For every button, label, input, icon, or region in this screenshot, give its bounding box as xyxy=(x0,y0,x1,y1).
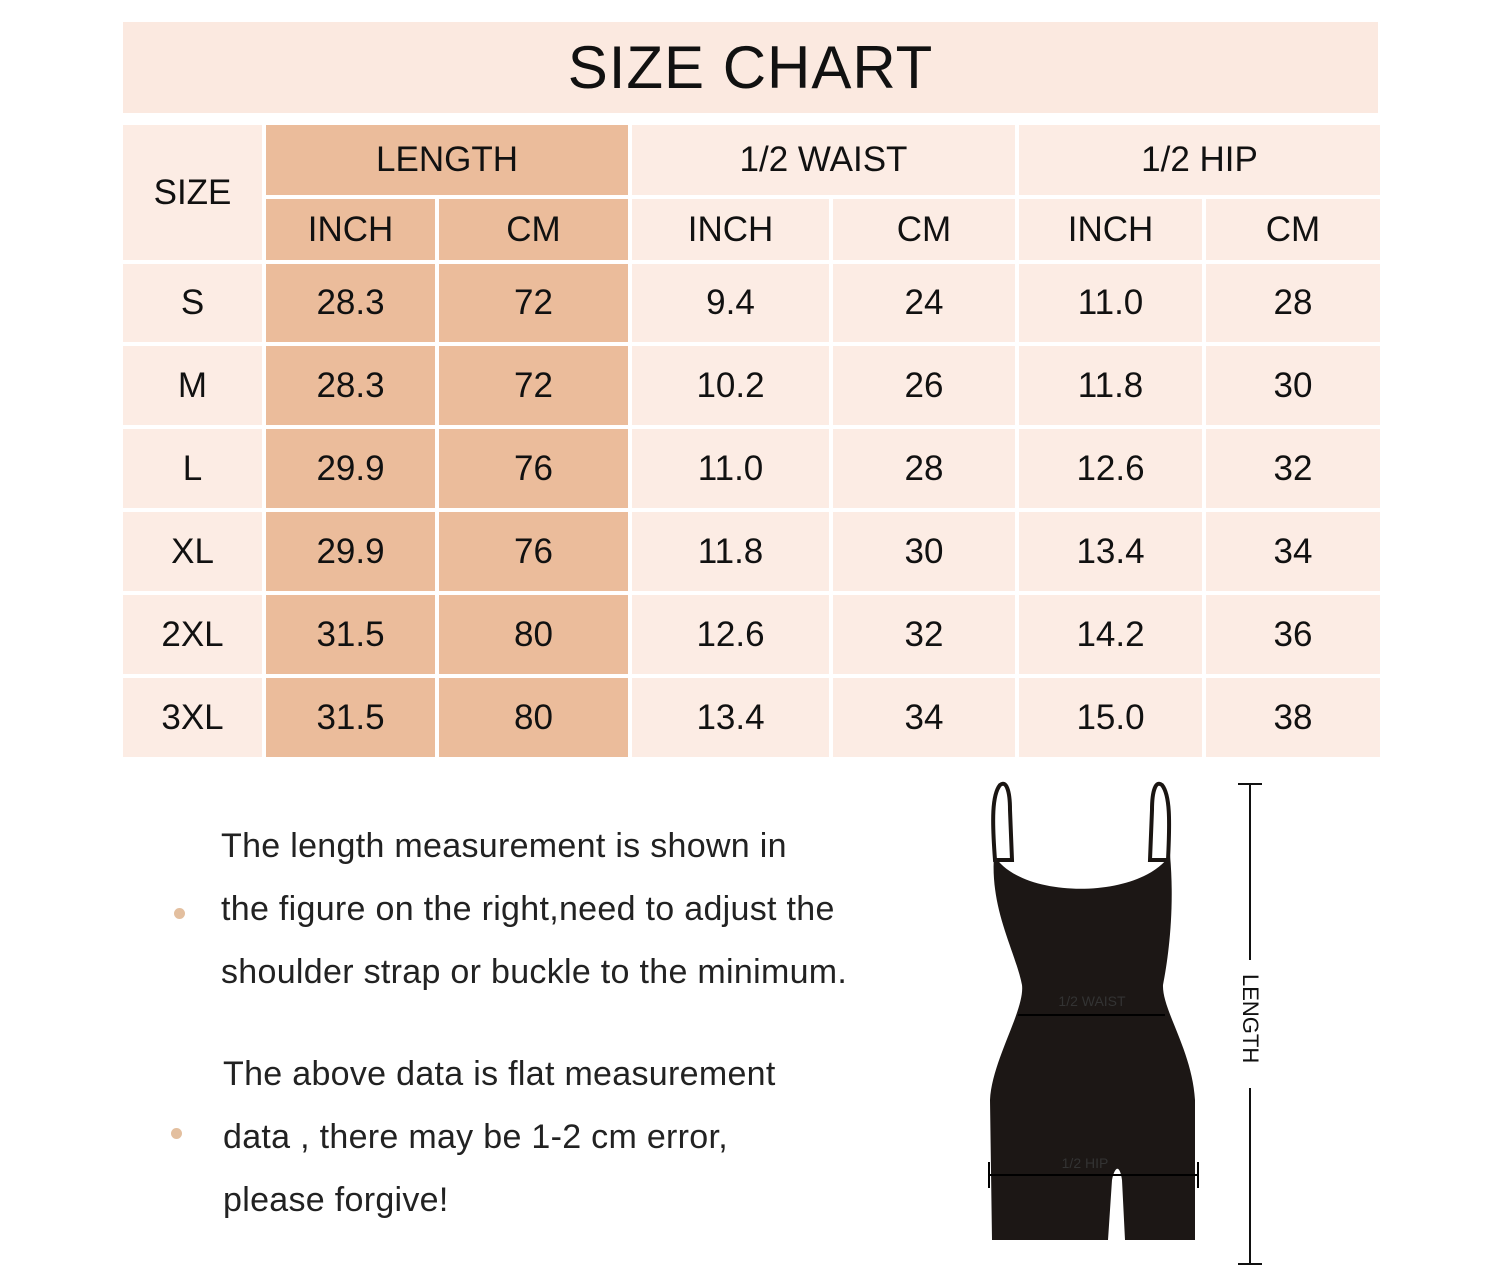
group-header: 1/2 WAIST xyxy=(632,125,1015,195)
unit-header: INCH xyxy=(632,199,829,260)
table-cell: 72 xyxy=(439,264,628,342)
table-cell: 14.2 xyxy=(1019,595,1202,674)
unit-header: CM xyxy=(833,199,1015,260)
size-label: XL xyxy=(123,512,262,591)
unit-header: CM xyxy=(439,199,628,260)
size-label: L xyxy=(123,429,262,508)
length-label: LENGTH xyxy=(1238,974,1263,1063)
table-cell: 11.0 xyxy=(632,429,829,508)
size-label: 2XL xyxy=(123,595,262,674)
table-cell: 34 xyxy=(833,678,1015,757)
note-line: The above data is flat measurement xyxy=(223,1055,776,1093)
table-cell: 34 xyxy=(1206,512,1380,591)
table-cell: 15.0 xyxy=(1019,678,1202,757)
table-cell: 31.5 xyxy=(266,595,435,674)
size-label: 3XL xyxy=(123,678,262,757)
table-cell: 38 xyxy=(1206,678,1380,757)
table-cell: 32 xyxy=(1206,429,1380,508)
table-cell: 13.4 xyxy=(632,678,829,757)
note-1: The length measurement is shown in the f… xyxy=(221,815,847,1004)
table-cell: 28.3 xyxy=(266,264,435,342)
table-cell: 28 xyxy=(833,429,1015,508)
size-table: SIZE LENGTH 1/2 WAIST 1/2 HIP INCH CM INCH CM IN… xyxy=(123,125,1380,761)
table-cell: 76 xyxy=(439,429,628,508)
note-line: data , there may be 1-2 cm error, xyxy=(223,1118,729,1156)
table-cell: 29.9 xyxy=(266,429,435,508)
table-cell: 11.8 xyxy=(1019,346,1202,425)
unit-header: CM xyxy=(1206,199,1380,260)
note-line: The length measurement is shown in xyxy=(221,827,787,865)
table-cell: 11.0 xyxy=(1019,264,1202,342)
bodysuit-illustration: 1/2 WAIST 1/2 HIP xyxy=(988,781,1199,1240)
table-cell: 30 xyxy=(833,512,1015,591)
table-cell: 80 xyxy=(439,595,628,674)
table-cell: 9.4 xyxy=(632,264,829,342)
bullet-dot xyxy=(174,908,185,919)
size-label: S xyxy=(123,264,262,342)
table-cell: 12.6 xyxy=(1019,429,1202,508)
group-header: LENGTH xyxy=(266,125,628,195)
table-cell: 28.3 xyxy=(266,346,435,425)
group-header: 1/2 HIP xyxy=(1019,125,1380,195)
note-line: please forgive! xyxy=(223,1181,449,1219)
title-band: SIZE CHART xyxy=(123,22,1378,113)
table-cell: 36 xyxy=(1206,595,1380,674)
table-cell: 13.4 xyxy=(1019,512,1202,591)
table-cell: 29.9 xyxy=(266,512,435,591)
table-cell: 31.5 xyxy=(266,678,435,757)
unit-header: INCH xyxy=(266,199,435,260)
page-title: SIZE CHART xyxy=(567,34,934,101)
bullet-dot xyxy=(171,1128,182,1139)
table-cell: 30 xyxy=(1206,346,1380,425)
table-cell: 72 xyxy=(439,346,628,425)
unit-header: INCH xyxy=(1019,199,1202,260)
table-cell: 26 xyxy=(833,346,1015,425)
bodysuit-figure: 1/2 WAIST 1/2 HIP LENGTH xyxy=(988,781,1263,1265)
table-cell: 32 xyxy=(833,595,1015,674)
table-cell: 12.6 xyxy=(632,595,829,674)
hip-label: 1/2 HIP xyxy=(1062,1155,1109,1171)
waist-label: 1/2 WAIST xyxy=(1058,993,1126,1009)
size-header: SIZE xyxy=(123,125,262,260)
table-cell: 28 xyxy=(1206,264,1380,342)
table-cell: 10.2 xyxy=(632,346,829,425)
table-cell: 76 xyxy=(439,512,628,591)
table-cell: 11.8 xyxy=(632,512,829,591)
table-cell: 80 xyxy=(439,678,628,757)
note-2: The above data is flat measurement data … xyxy=(223,1043,776,1232)
note-line: shoulder strap or buckle to the minimum. xyxy=(221,953,848,991)
length-indicator: LENGTH xyxy=(1238,783,1263,1265)
size-label: M xyxy=(123,346,262,425)
note-line: the figure on the right,need to adjust t… xyxy=(221,890,835,928)
table-cell: 24 xyxy=(833,264,1015,342)
